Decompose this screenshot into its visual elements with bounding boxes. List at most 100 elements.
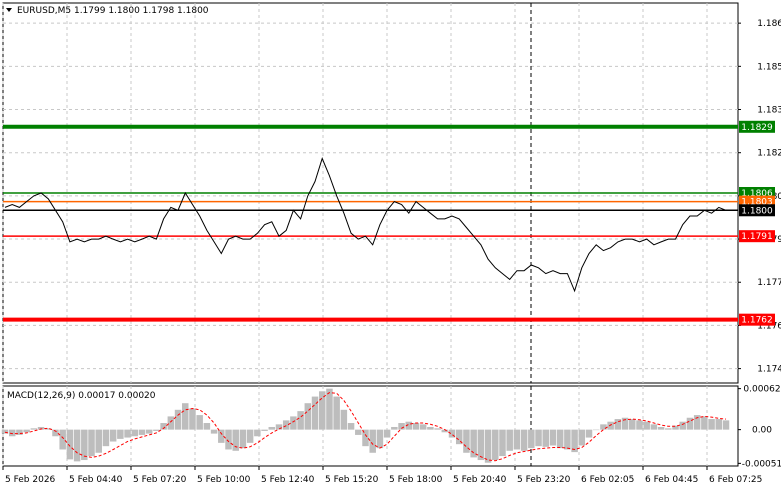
macd-y-tick-label: -0.00051: [742, 459, 781, 469]
macd-histogram-bar: [405, 421, 413, 430]
y-tick-label: 1.1745: [757, 365, 781, 375]
symbol-menu-arrow-icon[interactable]: [6, 8, 12, 12]
macd-histogram-bar: [614, 419, 622, 430]
y-tick-label: 1.1760: [757, 321, 781, 331]
macd-histogram-bar: [138, 429, 146, 435]
macd-histogram-bar: [333, 396, 340, 430]
macd-histogram-bar: [463, 429, 470, 453]
macd-histogram-bar: [542, 429, 549, 447]
macd-histogram-bar: [261, 429, 268, 431]
x-tick-label: 5 Feb 20:40: [453, 475, 507, 485]
macd-histogram-bar: [549, 429, 557, 446]
macd-histogram-bar: [174, 409, 182, 430]
macd-histogram-bar: [528, 429, 535, 449]
macd-histogram-bar: [499, 429, 506, 457]
macd-histogram-bar: [297, 411, 304, 430]
x-tick-label: 6 Feb 04:45: [645, 475, 698, 485]
level-price-tag: [739, 204, 775, 217]
macd-histogram-bar: [585, 429, 593, 438]
macd-histogram-bar: [722, 420, 730, 430]
macd-histogram-bar: [268, 426, 276, 430]
macd-histogram-bar: [701, 416, 708, 430]
macd-histogram-bar: [239, 429, 247, 449]
macd-histogram-bar: [326, 388, 333, 430]
macd-histogram-bar: [153, 429, 160, 431]
macd-histogram-bar: [448, 429, 456, 438]
macd-histogram-bar: [1, 429, 9, 434]
macd-histogram-bar: [492, 429, 499, 461]
macd-histogram-bar: [160, 423, 167, 430]
macd-histogram-bar: [484, 429, 492, 463]
macd-histogram-bar: [52, 429, 59, 437]
y-tick-label: 1.1775: [757, 278, 781, 288]
macd-histogram-bar: [672, 425, 679, 430]
x-tick-label: 5 Feb 15:20: [325, 475, 379, 485]
macd-histogram-bar: [621, 417, 629, 430]
macd-histogram-bar: [290, 416, 297, 430]
level-price-label: 1.1803: [741, 198, 773, 208]
macd-histogram-bar: [45, 428, 52, 430]
macd-histogram-bar: [369, 429, 376, 453]
macd-histogram-bar: [571, 429, 578, 453]
macd-histogram-bar: [643, 421, 650, 430]
macd-histogram-bar: [196, 415, 203, 430]
y-tick-label: 1.1865: [757, 19, 781, 29]
symbol-title: EURUSD,M5 1.1799 1.1800 1.1798 1.1800: [17, 6, 209, 16]
macd-histogram-bar: [383, 429, 391, 438]
macd-histogram-bar: [600, 424, 607, 430]
macd-histogram-bar: [477, 429, 485, 461]
macd-histogram-bar: [59, 429, 66, 450]
macd-histogram-bar: [210, 429, 218, 434]
macd-histogram-bar: [455, 429, 463, 445]
price-series-line: [4, 157, 727, 293]
macd-histogram-bar: [391, 426, 398, 430]
macd-histogram-bar: [66, 429, 74, 460]
macd-histogram-bar: [203, 423, 211, 430]
macd-panel-frame: [2, 385, 739, 467]
macd-histogram-bar: [693, 415, 701, 430]
macd-histogram-bar: [124, 429, 131, 438]
macd-histogram-bar: [679, 421, 686, 430]
level-price-label: 1.1806: [741, 189, 773, 199]
macd-histogram-bar: [535, 429, 542, 447]
macd-histogram-bar: [355, 429, 362, 435]
x-tick-label: 5 Feb 10:00: [197, 475, 251, 485]
macd-histogram-bar: [636, 420, 643, 430]
macd-histogram-bar: [665, 428, 672, 430]
macd-histogram-bar: [513, 429, 521, 450]
macd-histogram-bar: [30, 428, 38, 430]
macd-histogram-bar: [16, 429, 23, 435]
macd-histogram-bar: [37, 426, 45, 430]
macd-histogram-bar: [578, 429, 586, 446]
macd-y-tick-label: 0.00062: [743, 385, 780, 395]
macd-histogram-bar: [340, 409, 348, 430]
macd-histogram-bar: [311, 396, 319, 430]
x-tick-label: 5 Feb 04:40: [69, 475, 123, 485]
macd-histogram-bar: [282, 420, 290, 430]
macd-histogram-bar: [556, 429, 564, 449]
y-tick-label: 1.1820: [757, 149, 781, 159]
x-tick-label: 5 Feb 18:00: [389, 475, 443, 485]
macd-histogram-bar: [81, 429, 88, 461]
x-tick-label: 6 Feb 07:25: [709, 475, 762, 485]
macd-histogram-bar: [145, 429, 153, 434]
level-price-tag: [739, 120, 775, 133]
y-tick-label: 1.1835: [757, 106, 781, 116]
level-price-tag: [739, 313, 775, 326]
macd-histogram-bar: [246, 429, 254, 443]
macd-histogram-bar: [167, 416, 175, 430]
macd-histogram-bar: [441, 429, 449, 433]
macd-histogram-bar: [520, 429, 528, 451]
macd-histogram-bar: [398, 423, 405, 430]
macd-histogram-bar: [109, 429, 117, 442]
macd-histogram-bar: [419, 424, 427, 430]
macd-histogram-bar: [657, 426, 665, 430]
macd-histogram-bar: [427, 426, 434, 430]
level-price-label: 1.1762: [741, 316, 773, 326]
macd-histogram-bar: [225, 429, 232, 450]
macd-title: MACD(12,26,9) 0.00017 0.00020: [7, 391, 156, 401]
macd-histogram-bar: [629, 419, 636, 430]
macd-histogram-bar: [275, 424, 283, 430]
